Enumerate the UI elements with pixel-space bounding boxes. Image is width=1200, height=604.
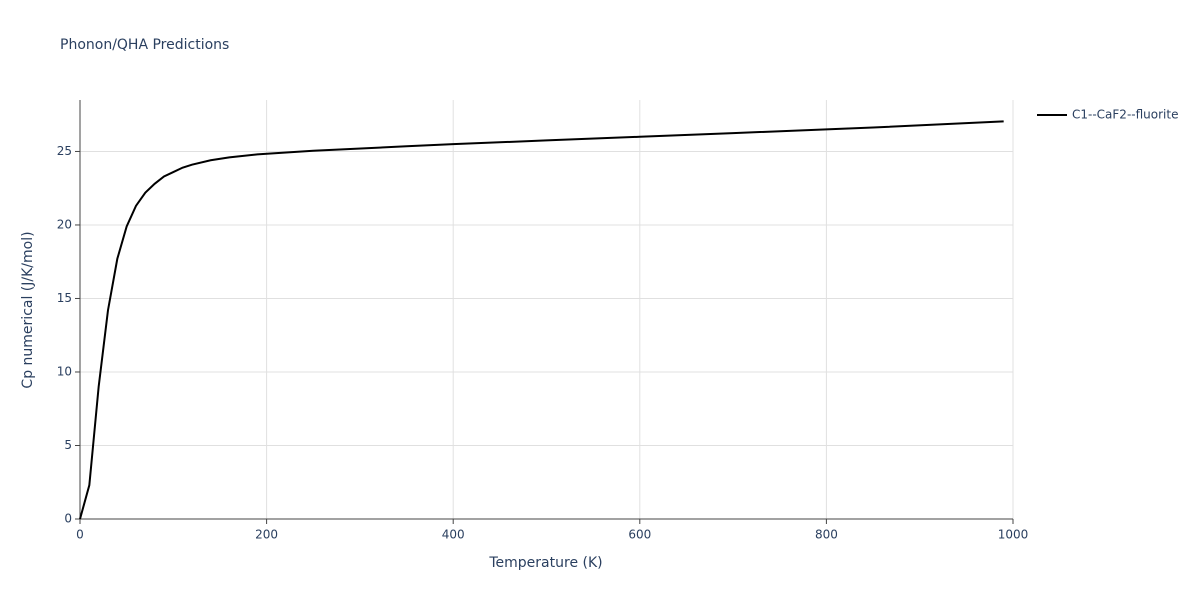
line (79, 120, 1004, 520)
y-tick-label: 10 (57, 364, 72, 378)
x-tick-label: 400 (442, 528, 465, 542)
chart-title: Phonon/QHA Predictions (60, 37, 229, 53)
x-tick-label: 0 (76, 528, 84, 542)
x-tick-label: 1000 (998, 528, 1029, 542)
y-tick-label: 5 (64, 438, 72, 452)
legend-label: C1--CaF2--fluorite (1072, 108, 1178, 122)
x-axis-title: Temperature (K) (488, 555, 602, 571)
x-tick-label: 600 (628, 528, 651, 542)
x-tick-label: 200 (255, 528, 278, 542)
y-axis-title: Cp numerical (J/K/mol) (20, 231, 36, 388)
x-tick-label: 800 (815, 528, 838, 542)
y-tick-label: 0 (64, 512, 72, 526)
y-tick-label: 20 (57, 217, 72, 231)
y-tick-label: 25 (57, 144, 72, 158)
y-tick-label: 15 (57, 291, 72, 305)
